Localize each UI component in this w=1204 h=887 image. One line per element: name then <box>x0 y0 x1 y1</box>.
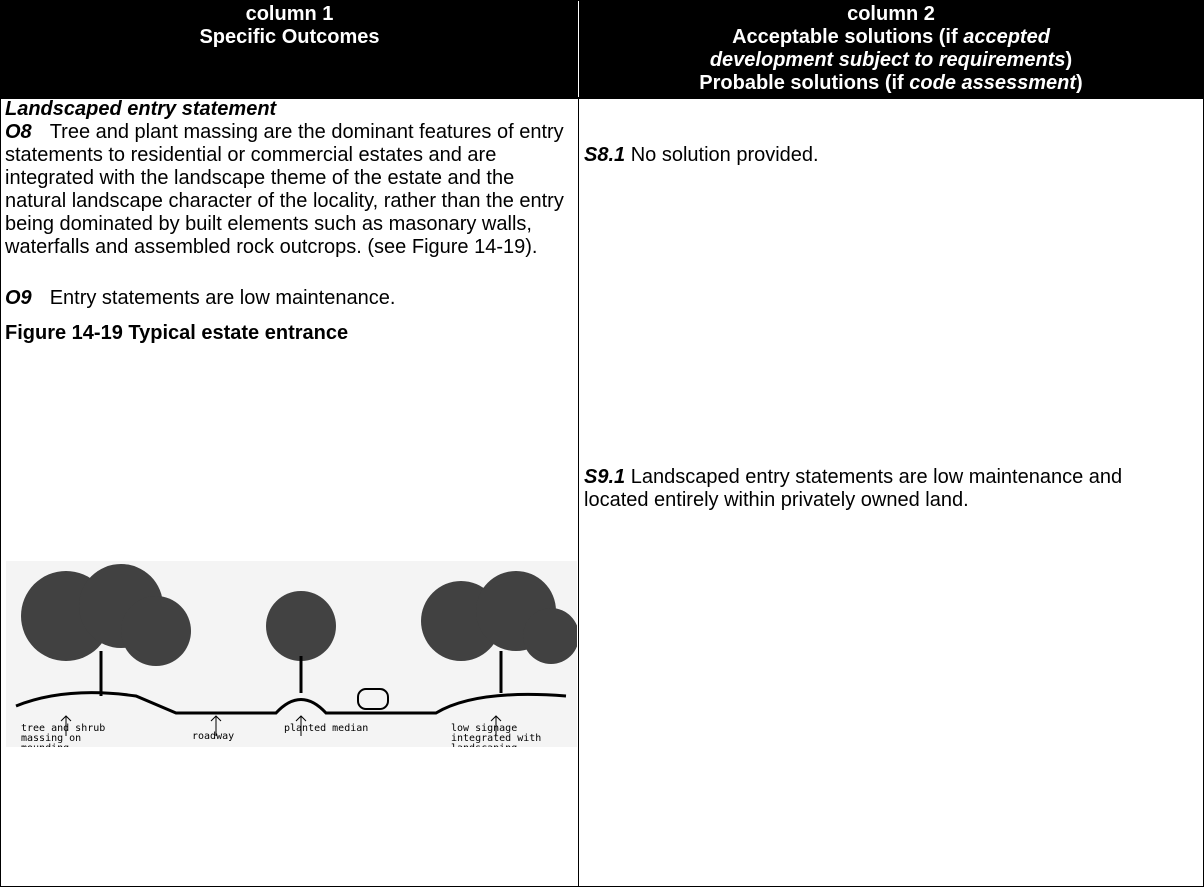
label-line: planted median <box>284 723 368 734</box>
label-line: low signage <box>451 723 517 734</box>
header-label: column 1 <box>245 3 334 25</box>
label-line: integrated with <box>451 733 541 744</box>
header-title: Specific Outcomes <box>199 26 380 48</box>
outcome-id: O8 <box>5 121 32 143</box>
solution: S9.1 Landscaped entry statements are low… <box>584 466 1184 512</box>
label-line: mounding <box>21 743 69 747</box>
label-line: landscaping <box>451 743 517 747</box>
text: Acceptable solutions (if <box>732 26 964 48</box>
outcome: O8 Tree and plant massing are the dominan… <box>5 121 577 259</box>
outcomes: Landscaped entry statement O8 Tree and pl… <box>5 98 577 345</box>
solution-id: S9.1 <box>584 466 626 488</box>
outcome-text: Entry statements are low maintenance. <box>49 287 396 309</box>
text: accepted <box>963 26 1050 48</box>
header-line: Acceptable solutions (if accepted <box>579 26 1203 49</box>
outcome-text: Tree and plant massing are the dominant … <box>5 121 564 258</box>
header-cell-2: column 2 Acceptable solutions (if accept… <box>579 1 1203 99</box>
header-cell-1: column 1 Specific Outcomes <box>1 1 578 99</box>
text: ) <box>1076 72 1083 94</box>
text: development subject to requirements <box>709 49 1066 71</box>
figure-caption: Figure 14-19 Typical estate entrance <box>5 322 349 344</box>
text: ) <box>1065 49 1073 71</box>
label-line: massing on <box>21 733 81 744</box>
text: code assessment <box>909 72 1077 94</box>
header-label: column 2 <box>847 3 935 25</box>
outcome: O9 Entry statements are low maintenance. <box>5 287 577 310</box>
text: Probable solutions (if <box>699 72 910 94</box>
figure-label: roadway <box>192 731 234 742</box>
figure-label: planted median <box>284 723 368 734</box>
header-line: Probable solutions (if code assessment) <box>579 72 1203 95</box>
column-divider <box>578 97 579 887</box>
header-line: development subject to requirements) <box>579 49 1203 72</box>
solution-id: S8.1 <box>584 144 626 166</box>
label-line: tree and shrub <box>21 723 105 734</box>
label-line: roadway <box>192 731 234 742</box>
solution-text: Landscaped entry statements are low main… <box>584 466 1123 511</box>
solution: S8.1 No solution provided. <box>584 144 1194 167</box>
solution-text: No solution provided. <box>630 144 819 166</box>
outcome-id: O9 <box>5 287 32 309</box>
section-heading: Landscaped entry statement <box>5 98 277 120</box>
